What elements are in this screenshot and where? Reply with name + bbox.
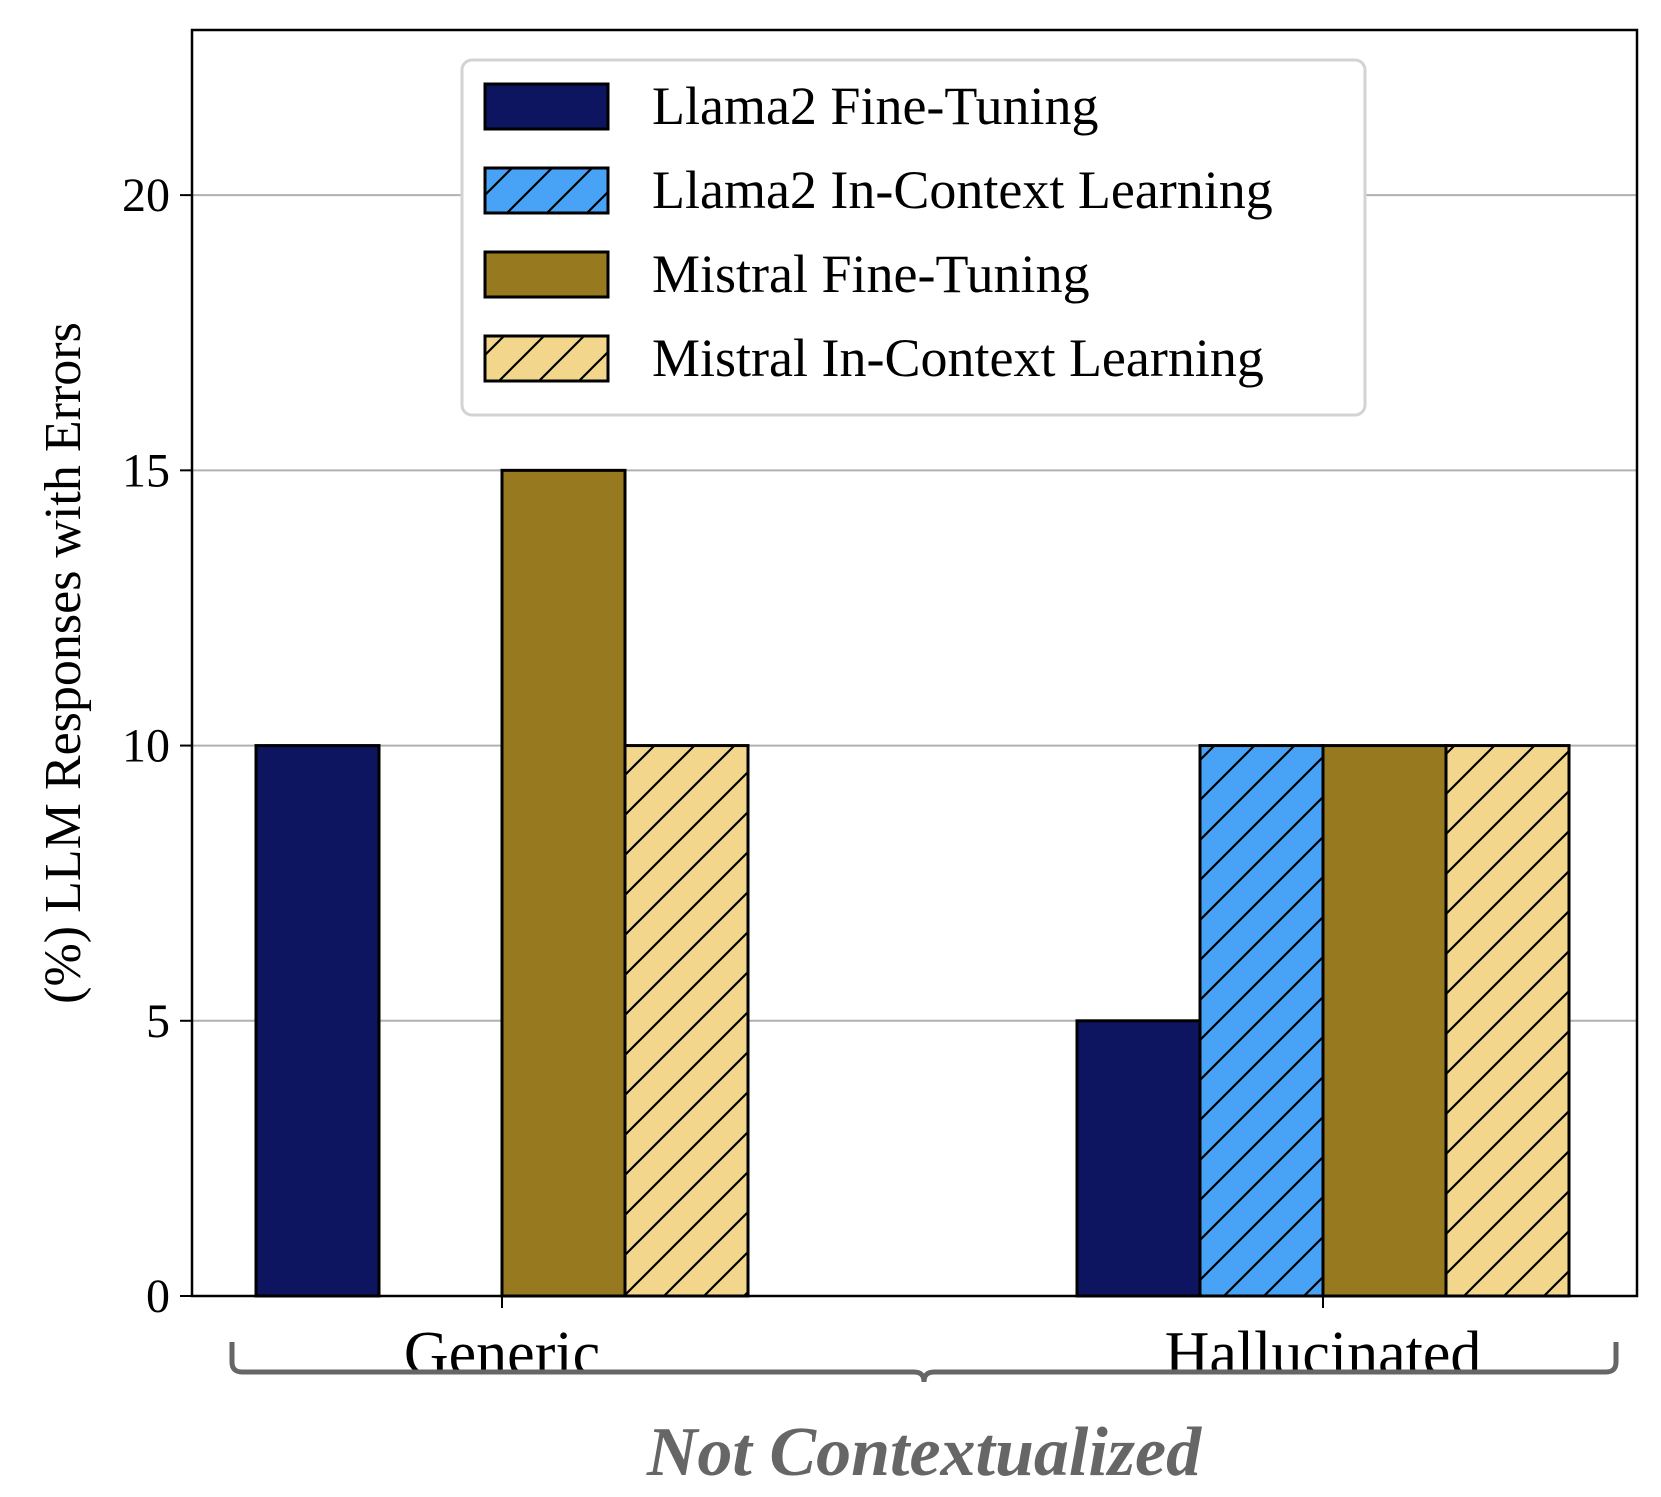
labels: 0 5 10 15 20 Generic Hallucinated (%) LLM Respo… <box>35 169 1481 1388</box>
axes <box>180 28 1639 1308</box>
legend: Llama2 Fine-Tuning Llama2 In-Context Lear… <box>460 58 1367 417</box>
legend-label: Mistral In-Context Learning <box>652 328 1264 388</box>
bracket-line <box>229 1342 1619 1383</box>
bar-hallucinated-3 <box>1444 744 1571 1298</box>
y-axis-title: (%) LLM Responses with Errors <box>35 322 92 1004</box>
bars <box>254 468 1571 1298</box>
legend-swatch <box>483 82 610 131</box>
x-tick-label: Hallucinated <box>1165 1320 1482 1388</box>
legend-box <box>460 58 1367 417</box>
x-tick-label: Generic <box>404 1320 600 1388</box>
legend-label: Llama2 In-Context Learning <box>652 160 1273 220</box>
bar-hallucinated-2 <box>1321 744 1448 1298</box>
legend-swatch <box>483 166 610 215</box>
bar-hallucinated-0 <box>1075 1019 1202 1298</box>
group-bracket: Not Contextualized <box>229 1342 1619 1491</box>
bar-hallucinated-1 <box>1198 744 1325 1298</box>
legend-label: Llama2 Fine-Tuning <box>652 76 1099 136</box>
bar-generic-2 <box>500 468 627 1298</box>
y-tick-label: 5 <box>146 995 170 1048</box>
legend-label: Mistral Fine-Tuning <box>652 244 1090 304</box>
y-tick-label: 15 <box>122 444 170 497</box>
bar-generic-3 <box>623 744 750 1298</box>
legend-swatch <box>483 334 610 383</box>
y-tick-label: 20 <box>122 169 170 222</box>
plot-frame <box>190 28 1639 1298</box>
y-tick-label: 10 <box>122 720 170 773</box>
y-tick-label: 0 <box>146 1270 170 1323</box>
group-label: Not Contextualized <box>646 1414 1202 1491</box>
bar-generic-0 <box>254 744 381 1298</box>
legend-swatch <box>483 250 610 299</box>
